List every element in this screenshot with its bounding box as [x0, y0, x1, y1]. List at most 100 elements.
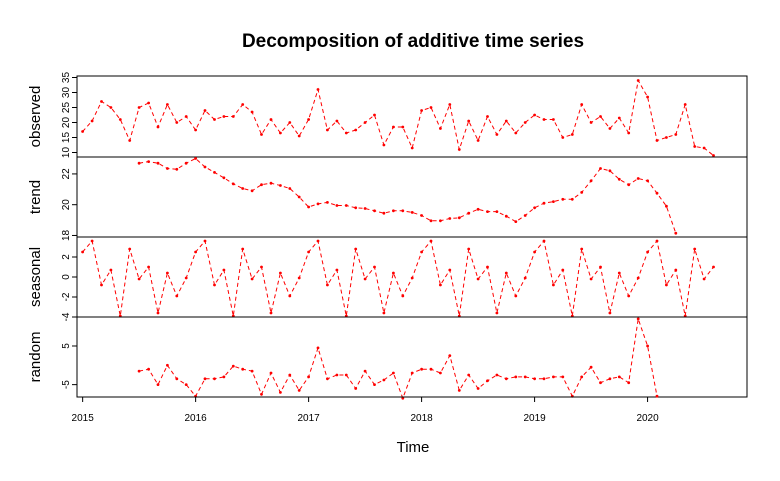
data-point: [674, 133, 678, 136]
data-point: [542, 239, 546, 243]
y-tick-label: 30: [61, 87, 72, 99]
data-point: [222, 268, 226, 272]
data-point: [617, 116, 621, 120]
data-point: [589, 365, 593, 369]
data-point: [392, 209, 395, 213]
data-point: [599, 265, 602, 269]
data-point: [627, 183, 631, 187]
x-tick-label: 2019: [523, 413, 546, 424]
data-point: [260, 265, 263, 269]
data-point: [231, 182, 235, 186]
chart-title: Decomposition of additive time series: [242, 31, 584, 52]
data-point: [166, 167, 169, 170]
data-point: [297, 276, 301, 280]
data-point: [457, 148, 461, 151]
data-point: [175, 121, 179, 124]
data-point: [222, 115, 226, 118]
data-point: [655, 239, 659, 243]
data-point: [608, 127, 612, 130]
x-tick-label: 2018: [410, 413, 433, 424]
data-point: [495, 373, 499, 377]
data-point: [514, 375, 518, 379]
panel-random: random -5 5: [27, 316, 748, 400]
data-point: [561, 197, 565, 201]
data-point: [467, 119, 471, 123]
y-tick-label: 20: [61, 199, 72, 211]
data-point: [269, 181, 273, 185]
data-point: [326, 128, 329, 132]
data-point: [552, 375, 555, 379]
data-point: [354, 128, 358, 132]
data-point: [636, 317, 640, 321]
data-point: [156, 383, 160, 386]
data-point: [382, 143, 386, 147]
panel-label: random: [27, 332, 44, 383]
data-point: [627, 131, 631, 135]
data-point: [213, 171, 216, 174]
y-tick-label: -4: [61, 312, 72, 321]
data-point: [570, 133, 574, 136]
data-point: [166, 103, 169, 106]
data-point: [203, 109, 207, 112]
data-point: [90, 119, 94, 123]
data-point: [533, 113, 536, 117]
panels-group: observed101520253035trend182022seasonal-…: [27, 72, 748, 400]
data-point: [231, 364, 235, 368]
data-point: [288, 294, 292, 298]
data-point: [448, 354, 452, 357]
data-point: [599, 115, 602, 118]
data-point: [448, 103, 452, 106]
data-point: [241, 367, 245, 371]
y-tick-label: 15: [61, 132, 72, 144]
data-point: [439, 219, 442, 223]
data-point: [514, 131, 518, 135]
series-line-random: [139, 318, 658, 400]
data-point: [655, 191, 659, 195]
data-point: [542, 118, 546, 121]
data-point: [712, 154, 715, 157]
data-point: [269, 118, 273, 121]
data-point: [693, 145, 697, 148]
data-point: [580, 191, 584, 194]
data-point: [561, 268, 565, 272]
data-point: [363, 369, 367, 373]
data-point: [646, 179, 649, 183]
data-point: [373, 209, 376, 213]
data-point: [392, 371, 395, 375]
data-point: [392, 125, 395, 129]
y-tick-label: 25: [61, 102, 72, 114]
data-point: [194, 157, 198, 160]
data-point: [316, 88, 320, 91]
data-point: [175, 377, 179, 381]
data-point: [260, 183, 263, 187]
data-point: [712, 265, 715, 269]
data-point: [250, 277, 254, 281]
data-point: [279, 271, 282, 275]
data-point: [335, 119, 339, 123]
data-point: [542, 201, 546, 205]
data-point: [429, 239, 433, 243]
data-point: [646, 250, 649, 254]
data-point: [617, 375, 621, 379]
data-point: [156, 161, 160, 165]
data-point: [693, 247, 697, 251]
data-point: [702, 277, 706, 281]
x-axis-label: Time: [397, 439, 430, 456]
data-point: [504, 271, 508, 275]
data-point: [307, 250, 310, 254]
data-point: [420, 250, 423, 254]
data-point: [486, 379, 489, 383]
data-point: [241, 187, 245, 190]
data-point: [100, 283, 103, 287]
data-point: [552, 283, 555, 287]
data-point: [184, 383, 188, 386]
data-point: [279, 184, 282, 187]
data-point: [222, 176, 226, 180]
y-tick-label: 10: [61, 147, 72, 159]
data-point: [665, 283, 668, 287]
data-point: [561, 375, 565, 379]
data-point: [495, 210, 499, 214]
data-point: [81, 130, 84, 133]
data-point: [580, 103, 584, 106]
data-point: [335, 373, 339, 377]
